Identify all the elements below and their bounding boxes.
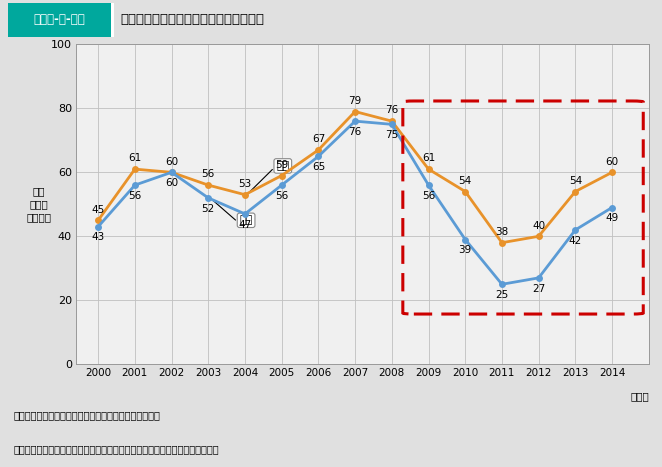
Text: 45: 45 — [91, 205, 105, 214]
Text: 男性: 男性 — [240, 215, 253, 225]
Text: 43: 43 — [91, 233, 105, 242]
Text: 54: 54 — [459, 176, 472, 186]
Text: 25: 25 — [495, 290, 508, 300]
Text: （注）　東京圈とは、埼玉県、千葉県、東京都、神奈川県の１都３県を指す。: （注） 東京圈とは、埼玉県、千葉県、東京都、神奈川県の１都３県を指す。 — [13, 444, 218, 454]
Text: 38: 38 — [495, 227, 508, 237]
Text: 56: 56 — [128, 191, 142, 201]
Text: 図表１-１-２２: 図表１-１-２２ — [34, 13, 85, 26]
Text: 女性: 女性 — [276, 161, 289, 171]
Text: 53: 53 — [238, 179, 252, 189]
Text: 47: 47 — [238, 219, 252, 230]
Text: 40: 40 — [532, 220, 545, 231]
Text: 79: 79 — [348, 96, 361, 106]
Text: 52: 52 — [202, 204, 215, 214]
Text: 54: 54 — [569, 176, 582, 186]
Text: 転入
超過数
（千人）: 転入 超過数 （千人） — [26, 186, 52, 222]
Text: 56: 56 — [275, 191, 289, 201]
Text: 76: 76 — [385, 106, 399, 115]
Text: 東京圈における男女別転入超過数の推移: 東京圈における男女別転入超過数の推移 — [120, 13, 265, 26]
Text: 61: 61 — [128, 153, 142, 163]
Text: 61: 61 — [422, 153, 435, 163]
Text: 56: 56 — [202, 170, 215, 179]
Text: 65: 65 — [312, 162, 325, 172]
FancyBboxPatch shape — [8, 3, 111, 36]
Text: 59: 59 — [275, 160, 289, 170]
Text: （年）: （年） — [630, 391, 649, 402]
Text: 60: 60 — [606, 156, 618, 167]
Text: 75: 75 — [385, 130, 399, 140]
Text: 60: 60 — [165, 178, 178, 188]
Text: 42: 42 — [569, 236, 582, 246]
Text: 60: 60 — [165, 156, 178, 167]
Text: 56: 56 — [422, 191, 435, 201]
Text: 67: 67 — [312, 134, 325, 144]
FancyBboxPatch shape — [111, 3, 114, 36]
Text: 76: 76 — [348, 127, 361, 137]
Text: 49: 49 — [606, 213, 619, 223]
Text: 39: 39 — [459, 245, 472, 255]
Text: 資料：総務省統計局「住民基本台帳人口移動報告年報」: 資料：総務省統計局「住民基本台帳人口移動報告年報」 — [13, 410, 160, 420]
Text: 27: 27 — [532, 283, 545, 294]
